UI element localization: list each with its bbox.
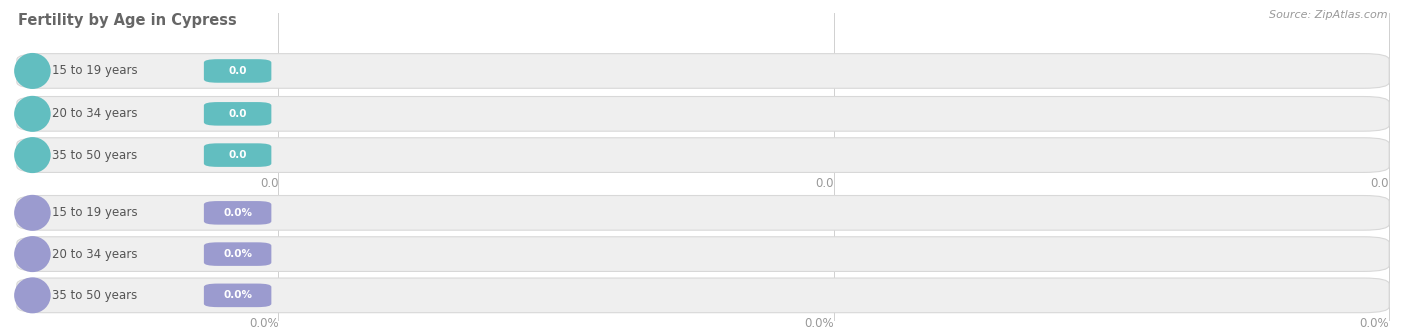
FancyBboxPatch shape: [204, 102, 271, 126]
Text: 0.0: 0.0: [228, 150, 247, 160]
Text: 35 to 50 years: 35 to 50 years: [52, 148, 136, 162]
Text: Source: ZipAtlas.com: Source: ZipAtlas.com: [1270, 10, 1388, 20]
FancyBboxPatch shape: [17, 138, 1389, 172]
FancyBboxPatch shape: [17, 278, 1389, 313]
Ellipse shape: [14, 96, 51, 132]
Text: 0.0%: 0.0%: [224, 249, 252, 259]
Text: 0.0: 0.0: [228, 66, 247, 76]
Text: 0.0%: 0.0%: [224, 208, 252, 218]
Ellipse shape: [14, 137, 51, 173]
FancyBboxPatch shape: [204, 143, 271, 167]
Text: 0.0: 0.0: [815, 177, 834, 190]
FancyBboxPatch shape: [17, 237, 1389, 271]
FancyBboxPatch shape: [204, 283, 271, 307]
Text: 0.0%: 0.0%: [249, 317, 278, 330]
Text: 15 to 19 years: 15 to 19 years: [52, 206, 138, 219]
FancyBboxPatch shape: [204, 59, 271, 83]
Text: 15 to 19 years: 15 to 19 years: [52, 64, 138, 78]
Ellipse shape: [14, 53, 51, 89]
FancyBboxPatch shape: [204, 242, 271, 266]
Ellipse shape: [14, 236, 51, 272]
FancyBboxPatch shape: [204, 201, 271, 225]
Text: 0.0: 0.0: [1371, 177, 1389, 190]
Text: 20 to 34 years: 20 to 34 years: [52, 107, 138, 120]
Text: 0.0%: 0.0%: [1360, 317, 1389, 330]
Text: 20 to 34 years: 20 to 34 years: [52, 248, 138, 261]
Text: 0.0%: 0.0%: [224, 290, 252, 300]
Ellipse shape: [14, 277, 51, 314]
Text: 0.0: 0.0: [228, 109, 247, 119]
Text: 35 to 50 years: 35 to 50 years: [52, 289, 136, 302]
FancyBboxPatch shape: [17, 53, 1389, 88]
Ellipse shape: [14, 195, 51, 231]
FancyBboxPatch shape: [17, 96, 1389, 131]
Text: 0.0: 0.0: [260, 177, 278, 190]
FancyBboxPatch shape: [17, 195, 1389, 230]
Text: 0.0%: 0.0%: [804, 317, 834, 330]
Text: Fertility by Age in Cypress: Fertility by Age in Cypress: [18, 13, 238, 28]
